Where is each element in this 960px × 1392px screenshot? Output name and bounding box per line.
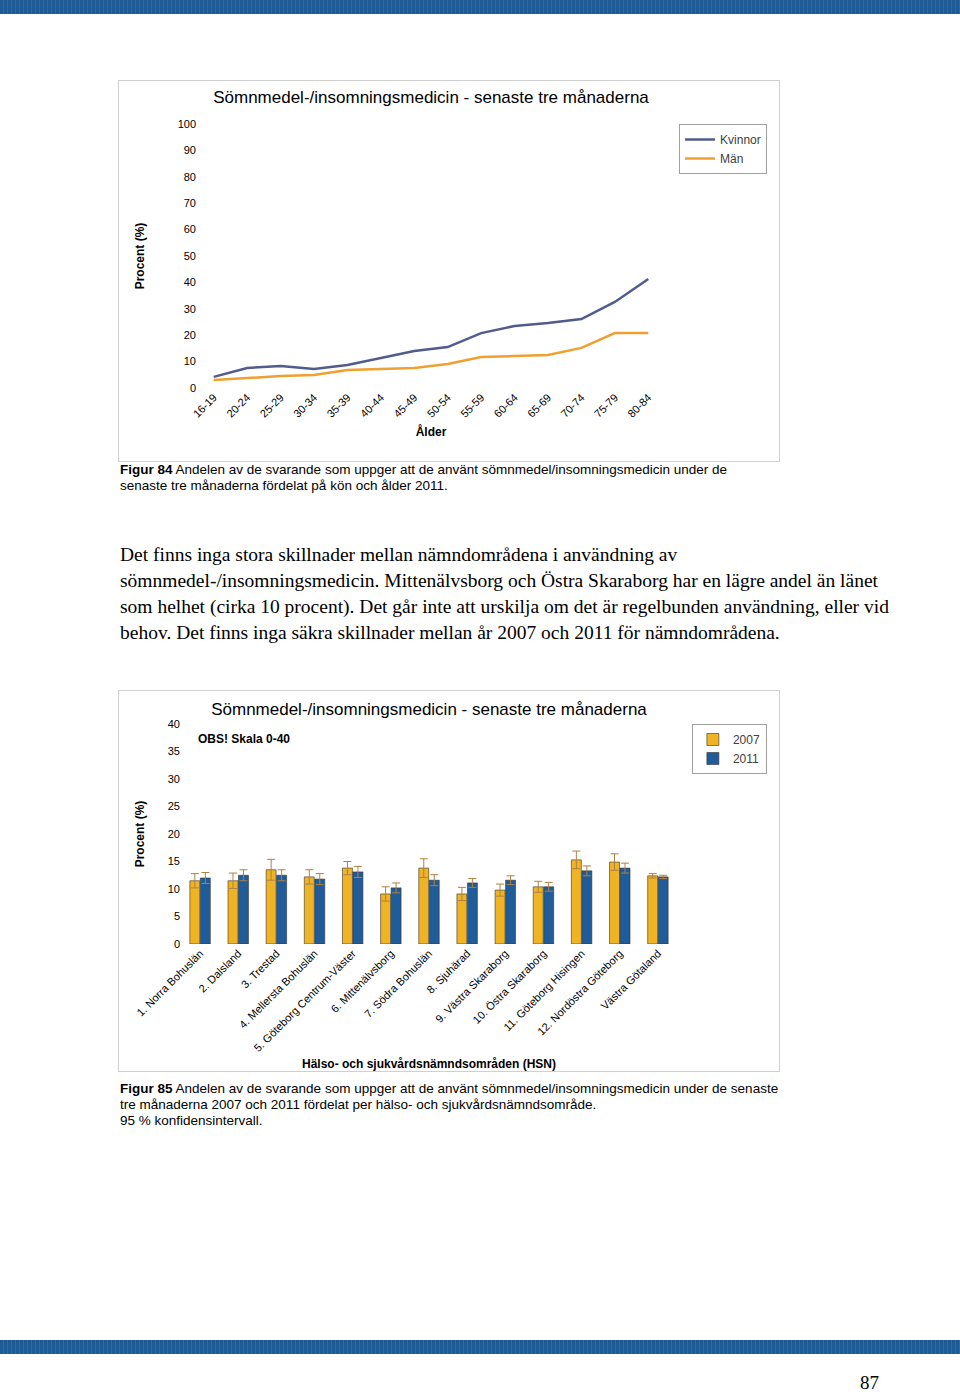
svg-text:60-64: 60-64 <box>491 391 519 419</box>
svg-text:75-79: 75-79 <box>592 391 620 419</box>
svg-text:2011: 2011 <box>733 752 759 766</box>
svg-text:Sömnmedel-/insomningsmedicin -: Sömnmedel-/insomningsmedicin - senaste t… <box>213 88 649 107</box>
html-text:Figur 85 Andelen av de svarand: Figur 85 Andelen av de svarande som uppg… <box>120 1081 779 1112</box>
svg-text:55-59: 55-59 <box>458 391 486 419</box>
svg-text:7. Södra Bohuslän: 7. Södra Bohuslän <box>362 947 434 1019</box>
html-text:95 % konfidensintervall.: 95 % konfidensintervall. <box>120 1113 263 1128</box>
svg-text:45-49: 45-49 <box>391 391 419 419</box>
html-text:Det finns inga stora skillnade: Det finns inga stora skillnader mellan n… <box>120 544 889 643</box>
svg-text:20-24: 20-24 <box>224 391 252 419</box>
svg-text:Procent (%): Procent (%) <box>133 223 147 290</box>
svg-text:5: 5 <box>174 910 180 922</box>
svg-text:9. Västra Skaraborg: 9. Västra Skaraborg <box>433 947 511 1025</box>
svg-text:30: 30 <box>168 773 180 785</box>
svg-text:90: 90 <box>184 144 196 156</box>
svg-text:5. Göteborg Centrum-Väster: 5. Göteborg Centrum-Väster <box>251 947 358 1054</box>
svg-text:60: 60 <box>184 223 196 235</box>
svg-text:3. Trestad: 3. Trestad <box>239 947 282 990</box>
svg-text:50-54: 50-54 <box>425 391 453 419</box>
svg-text:80: 80 <box>184 171 196 183</box>
svg-text:10: 10 <box>184 355 196 367</box>
svg-text:80-84: 80-84 <box>625 391 653 419</box>
svg-text:1. Norra Bohuslän: 1. Norra Bohuslän <box>134 947 205 1018</box>
svg-text:0: 0 <box>174 938 180 950</box>
svg-text:Sömnmedel-/insomningsmedicin -: Sömnmedel-/insomningsmedicin - senaste t… <box>211 700 647 719</box>
svg-text:11. Göteborg Hisingen: 11. Göteborg Hisingen <box>501 947 587 1033</box>
svg-text:OBS! Skala 0-40: OBS! Skala 0-40 <box>198 732 290 746</box>
svg-text:70: 70 <box>184 197 196 209</box>
svg-text:40: 40 <box>184 276 196 288</box>
svg-text:16-19: 16-19 <box>191 391 219 419</box>
svg-text:12. Nordöstra Göteborg: 12. Nordöstra Göteborg <box>535 947 625 1037</box>
svg-text:100: 100 <box>178 118 196 130</box>
svg-text:65-69: 65-69 <box>525 391 553 419</box>
svg-text:30: 30 <box>184 303 196 315</box>
svg-text:50: 50 <box>184 250 196 262</box>
svg-text:35-39: 35-39 <box>324 391 352 419</box>
svg-text:40: 40 <box>168 718 180 730</box>
html-text:Figur 84 Andelen av de svarand: Figur 84 Andelen av de svarande som uppg… <box>120 462 728 493</box>
svg-text:25-29: 25-29 <box>257 391 285 419</box>
svg-text:2. Dalsland: 2. Dalsland <box>196 947 243 994</box>
html-text:87: 87 <box>860 1372 879 1392</box>
svg-text:20: 20 <box>168 828 180 840</box>
svg-text:Män: Män <box>720 152 743 166</box>
svg-text:0: 0 <box>190 382 196 394</box>
svg-text:15: 15 <box>168 855 180 867</box>
svg-text:30-34: 30-34 <box>291 391 319 419</box>
svg-text:Västra Götaland: Västra Götaland <box>599 947 664 1012</box>
svg-text:25: 25 <box>168 800 180 812</box>
svg-text:Ålder: Ålder <box>416 424 447 439</box>
svg-text:Hälso- och sjukvårdsnämndsområ: Hälso- och sjukvårdsnämndsområden (HSN) <box>302 1057 556 1071</box>
svg-text:8. Sjuhärad: 8. Sjuhärad <box>424 947 472 995</box>
svg-text:Procent (%): Procent (%) <box>133 801 147 868</box>
svg-text:Kvinnor: Kvinnor <box>720 133 761 147</box>
svg-text:20: 20 <box>184 329 196 341</box>
svg-text:6. Mittenälvsborg: 6. Mittenälvsborg <box>328 947 396 1015</box>
svg-text:40-44: 40-44 <box>358 391 386 419</box>
svg-text:4. Mellersta Bohuslän: 4. Mellersta Bohuslän <box>237 947 320 1030</box>
svg-text:2007: 2007 <box>733 733 760 747</box>
svg-text:10: 10 <box>168 883 180 895</box>
svg-text:10. Östra Skaraborg: 10. Östra Skaraborg <box>470 947 549 1026</box>
svg-text:35: 35 <box>168 745 180 757</box>
svg-text:70-74: 70-74 <box>558 391 586 419</box>
